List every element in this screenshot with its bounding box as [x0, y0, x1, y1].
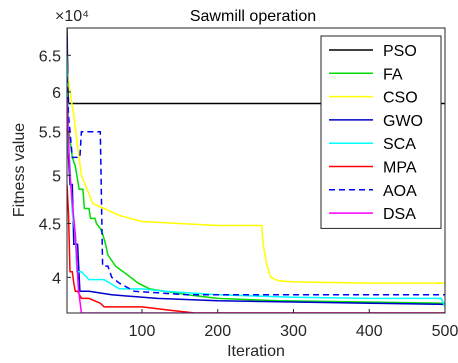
y-tick-label: 6	[52, 85, 61, 102]
x-tick-label: 400	[356, 323, 383, 340]
y-tick-label: 6.5	[39, 48, 61, 65]
x-tick-label: 500	[432, 323, 458, 340]
legend-label-cso: CSO	[383, 90, 418, 107]
series-line-fa	[67, 84, 445, 304]
y-tick-label: 5.5	[39, 125, 61, 142]
legend-label-mpa: MPA	[383, 160, 417, 177]
series-line-aoa	[67, 76, 445, 296]
y-axis: 4 4.5 5 5.5 6 6.5	[39, 48, 71, 287]
legend-label-sca: SCA	[383, 136, 416, 153]
x-tick-label: 200	[204, 323, 231, 340]
chart-title: Sawmill operation	[190, 8, 316, 25]
y-tick-label: 5	[52, 168, 61, 185]
y-tick-label: 4	[52, 270, 61, 287]
x-axis-label: Iteration	[227, 343, 285, 360]
x-tick-label: 100	[129, 323, 156, 340]
legend-label-aoa: AOA	[383, 183, 417, 200]
series-line-mpa	[67, 184, 445, 313]
y-tick-label: 4.5	[39, 216, 61, 233]
legend-label-fa: FA	[383, 66, 403, 83]
y-axis-exponent: ×10⁴	[55, 8, 89, 25]
legend: PSO FA CSO GWO SCA MPA AOA DSA	[320, 35, 442, 229]
plot-border	[66, 27, 446, 314]
legend-label-pso: PSO	[383, 43, 417, 60]
legend-label-dsa: DSA	[383, 206, 416, 223]
series-line-dsa	[67, 99, 445, 313]
legend-box	[320, 35, 442, 229]
y-axis-label: Fitness value	[11, 123, 28, 217]
series-line-cso	[67, 69, 445, 284]
x-axis: 100 200 300 400 500	[129, 309, 458, 340]
series-group	[67, 28, 445, 313]
legend-label-gwo: GWO	[383, 113, 423, 130]
x-tick-label: 300	[280, 323, 307, 340]
